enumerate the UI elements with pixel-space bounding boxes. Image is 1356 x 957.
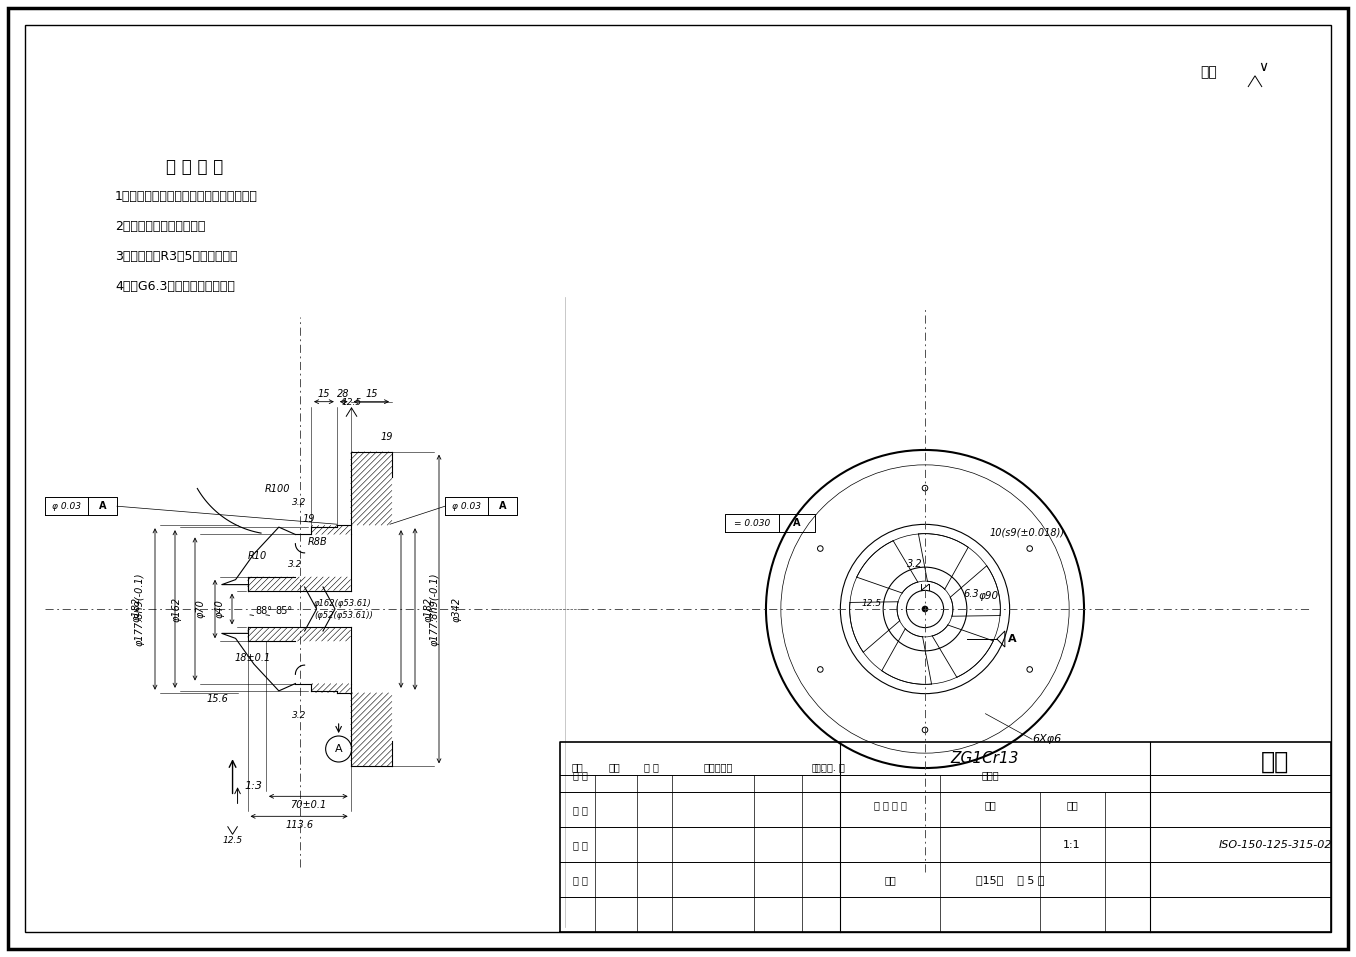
Text: 15: 15 [365,389,377,399]
Text: ZG1Cr13: ZG1Cr13 [951,751,1020,766]
Text: 签 名: 签 名 [811,762,826,772]
Text: = 0.030: = 0.030 [734,519,770,527]
Text: 3.2: 3.2 [292,499,306,507]
Text: 叶轮: 叶轮 [1261,750,1290,774]
Text: 10(s9(±0.018)): 10(s9(±0.018)) [990,527,1064,537]
Text: R8B: R8B [308,538,327,547]
Text: 18±0.1: 18±0.1 [235,654,270,663]
Text: 1:1: 1:1 [1063,840,1081,850]
Text: A: A [335,744,343,754]
Text: φ182: φ182 [132,596,142,621]
Text: ISO-150-125-315-02: ISO-150-125-315-02 [1218,840,1332,850]
Text: 85°: 85° [275,606,293,616]
Text: φ 0.03: φ 0.03 [52,501,81,511]
Text: φ342: φ342 [452,596,462,621]
Text: 15.6: 15.6 [206,694,229,703]
Text: 1:3: 1:3 [244,781,263,791]
Text: φ90: φ90 [979,591,999,601]
Text: 1．铸件应无气孔，砂眼，缩松等铸造缺陷: 1．铸件应无气孔，砂眼，缩松等铸造缺陷 [115,190,258,204]
Text: φ40: φ40 [216,600,225,618]
Text: 12.5: 12.5 [222,836,243,845]
Text: φ162: φ162 [172,596,182,621]
Text: 共15张    第 5 张: 共15张 第 5 张 [976,875,1044,885]
Text: 70±0.1: 70±0.1 [290,800,327,811]
Text: 更改文件号: 更改文件号 [704,762,732,772]
Text: 分 区: 分 区 [644,762,659,772]
Text: 处数: 处数 [607,762,620,772]
Text: 重量: 重量 [984,800,995,811]
Text: 19: 19 [381,432,393,442]
Text: 2．铸件应进行时效处理．: 2．铸件应进行时效处理． [115,220,205,234]
Text: 标记: 标记 [571,762,583,772]
Text: 阶 段 标 记: 阶 段 标 记 [873,800,906,811]
Text: 6Xφ6: 6Xφ6 [1032,734,1062,745]
Text: 19: 19 [302,515,316,524]
Text: 15: 15 [317,389,330,399]
Text: φ177.8h9(-0.1): φ177.8h9(-0.1) [430,572,439,646]
Text: A: A [793,518,801,528]
Text: 3.2: 3.2 [907,559,923,569]
Text: 批准: 批准 [884,875,896,885]
Text: 113.6: 113.6 [285,820,313,831]
Text: 3．未注圆角R3－5，锐角倒钝．: 3．未注圆角R3－5，锐角倒钝． [115,251,237,263]
Text: 6.3: 6.3 [963,589,979,599]
Text: (φ52(φ53.61)): (φ52(φ53.61)) [315,611,373,619]
Text: A: A [499,501,506,511]
Text: φ 0.03: φ 0.03 [452,501,481,511]
Text: ∨: ∨ [1258,60,1268,74]
Text: φ177.8h9(-0.1): φ177.8h9(-0.1) [136,572,145,646]
Text: 标准化: 标准化 [982,770,999,780]
Text: 4．按G6.3级进行静平衡试验．: 4．按G6.3级进行静平衡试验． [115,280,235,294]
Text: A: A [1008,634,1017,644]
Text: 设 计: 设 计 [572,770,587,780]
Text: φ162(φ53.61): φ162(φ53.61) [315,598,372,608]
Text: 3.2: 3.2 [292,711,306,720]
Text: 12.5: 12.5 [342,398,362,407]
Circle shape [922,606,928,612]
Text: 88°: 88° [255,606,273,616]
Text: A: A [99,501,106,511]
Text: 其余: 其余 [1200,65,1216,79]
Text: 年. 月. 日: 年. 月. 日 [815,762,845,772]
Text: 28: 28 [338,389,350,399]
Text: 审 核: 审 核 [572,840,587,850]
Text: φ182: φ182 [424,596,434,621]
Text: 工 艺: 工 艺 [572,875,587,885]
Text: φ70: φ70 [197,600,206,618]
Text: 技 术 要 求: 技 术 要 求 [167,158,224,176]
Text: 3.2: 3.2 [289,560,302,569]
Text: 比例: 比例 [1066,800,1078,811]
Text: 制 图: 制 图 [572,805,587,815]
Text: R10: R10 [248,551,267,562]
Text: 12.5: 12.5 [862,599,883,609]
Text: R100: R100 [264,484,290,495]
